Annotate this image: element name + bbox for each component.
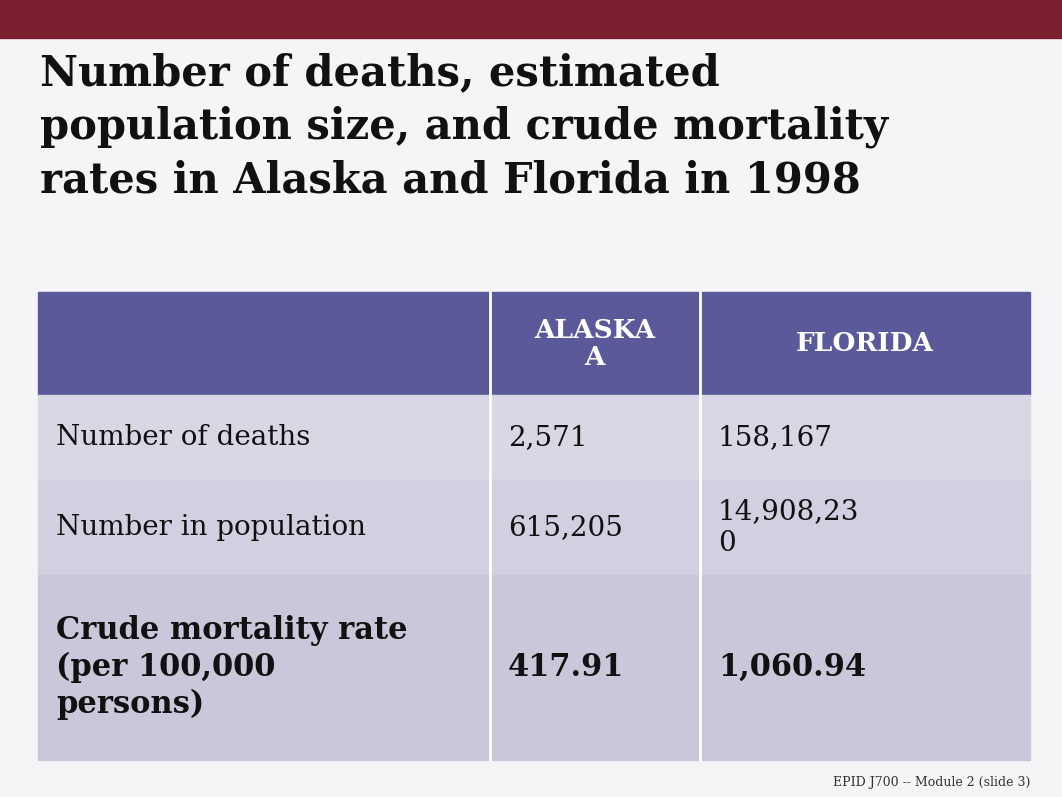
Bar [0,0,1062,38]
Bar [38,575,1030,760]
Text: Number in population: Number in population [56,514,366,541]
Text: 1,060.94: 1,060.94 [718,652,867,683]
Text: Number of deaths, estimated
population size, and crude mortality
rates in Alaska: Number of deaths, estimated population s… [40,52,888,202]
Bar [38,395,1030,480]
Bar [38,292,1030,395]
Text: FLORIDA: FLORIDA [796,331,933,356]
Text: Number of deaths: Number of deaths [56,424,310,451]
Text: 2,571: 2,571 [508,424,587,451]
Text: 615,205: 615,205 [508,514,623,541]
Text: Crude mortality rate
(per 100,000
persons): Crude mortality rate (per 100,000 person… [56,614,408,720]
Bar [38,480,1030,575]
Text: EPID J700 -- Module 2 (slide 3): EPID J700 -- Module 2 (slide 3) [833,776,1030,789]
Text: 417.91: 417.91 [508,652,624,683]
Text: ALASKA
A: ALASKA A [534,317,655,370]
Text: 14,908,23
0: 14,908,23 0 [718,498,859,556]
Text: 158,167: 158,167 [718,424,833,451]
